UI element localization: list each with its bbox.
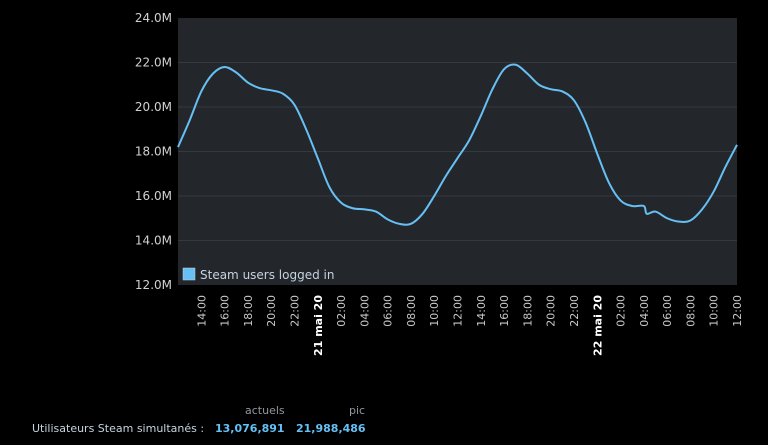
- x-tick-label: 04:00: [638, 295, 651, 327]
- x-tick-label: 20:00: [545, 295, 558, 327]
- legend-swatch: [182, 267, 196, 281]
- grid-lines: [178, 62, 737, 241]
- legend-label: Steam users logged in: [200, 268, 334, 282]
- x-axis-ticks: 14:00 16:00 18:00 20:00 22:00 21 mai 20 02:00 0…: [195, 295, 744, 356]
- x-tick-label: 14:00: [195, 295, 208, 327]
- x-tick-label: 04:00: [358, 295, 371, 327]
- x-tick-date-label: 22 mai 20: [591, 295, 604, 356]
- x-tick-label: 12:00: [731, 295, 744, 327]
- y-tick-label: 24.0M: [135, 11, 172, 25]
- x-tick-label: 02:00: [615, 295, 628, 327]
- x-tick-label: 06:00: [382, 295, 395, 327]
- x-tick-date-label: 21 mai 20: [312, 295, 325, 356]
- x-tick-label: 10:00: [708, 295, 721, 327]
- x-tick-label: 14:00: [475, 295, 488, 327]
- y-tick-label: 18.0M: [135, 145, 172, 159]
- x-tick-label: 02:00: [335, 295, 348, 327]
- y-tick-label: 12.0M: [135, 278, 172, 292]
- x-tick-label: 06:00: [661, 295, 674, 327]
- x-tick-label: 22:00: [568, 295, 581, 327]
- x-tick-label: 18:00: [242, 295, 255, 327]
- series-line-steam-users: [177, 63, 738, 226]
- y-tick-label: 14.0M: [135, 234, 172, 248]
- x-tick-label: 12:00: [452, 295, 465, 327]
- x-tick-label: 22:00: [288, 295, 301, 327]
- x-tick-label: 08:00: [405, 295, 418, 327]
- y-tick-label: 20.0M: [135, 100, 172, 114]
- x-tick-label: 20:00: [265, 295, 278, 327]
- x-tick-label: 10:00: [428, 295, 441, 327]
- y-axis-ticks: 24.0M 22.0M 20.0M 18.0M 16.0M 14.0M 12.0M: [135, 11, 172, 292]
- y-tick-label: 16.0M: [135, 189, 172, 203]
- y-tick-label: 22.0M: [135, 56, 172, 70]
- x-tick-label: 16:00: [498, 295, 511, 327]
- x-tick-label: 18:00: [521, 295, 534, 327]
- x-tick-label: 16:00: [219, 295, 232, 327]
- x-tick-label: 08:00: [684, 295, 697, 327]
- legend[interactable]: Steam users logged in: [182, 267, 334, 282]
